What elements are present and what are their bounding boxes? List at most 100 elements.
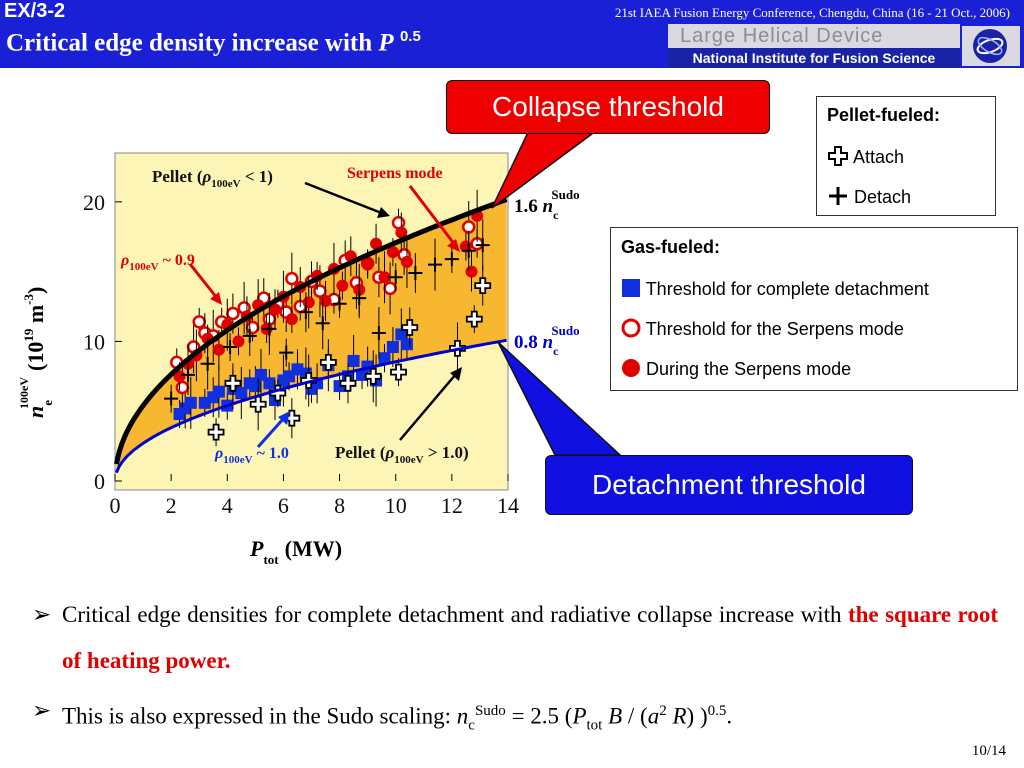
data-point-square (386, 341, 399, 354)
bullet-2-n: n (456, 703, 469, 729)
data-point-square (395, 328, 408, 341)
data-point-plus (279, 345, 294, 360)
data-point-circle (319, 294, 332, 307)
bullet-2-nsup: Sudo (474, 703, 506, 719)
data-point-square (378, 352, 391, 365)
data-point-square (263, 377, 276, 390)
x-tick-label: 12 (441, 493, 463, 518)
data-point-plus (315, 316, 330, 331)
y-tick-label: 0 (94, 469, 105, 494)
data-point-open-plus (390, 363, 407, 381)
data-point-open-circle (285, 271, 299, 286)
bullet-2-text: This is also expressed in the Sudo scali… (62, 703, 457, 729)
gas-legend: Gas-fueled: Threshold for complete detac… (610, 227, 1018, 391)
y-tick-label: 10 (83, 329, 105, 354)
blue-square-icon (622, 279, 640, 297)
data-point-plus (408, 266, 423, 281)
data-point-plus (428, 257, 443, 272)
filled-circle-icon (622, 359, 640, 377)
data-point-square (400, 338, 413, 351)
x-tick-label: 2 (166, 493, 177, 518)
data-point-circle (386, 246, 399, 259)
plus-icon (829, 187, 847, 205)
data-point-open-circle (313, 284, 327, 298)
data-point-plus (223, 340, 238, 355)
x-tick-label: 10 (385, 493, 407, 518)
data-point-plus (242, 328, 257, 343)
bullet-list: ➢ Critical edge densities for complete d… (32, 592, 998, 742)
data-point-plus (332, 296, 347, 311)
data-point-plus (180, 367, 195, 382)
bullet-2-asup: 2 (659, 703, 667, 719)
slide-id: EX/3-2 (4, 0, 66, 22)
label-0p8-sudo: 0.8 ncSudo (514, 323, 580, 358)
data-point-open-plus (207, 423, 225, 441)
data-point-circle (269, 303, 282, 316)
legend-during-serpens: During the Serpens mode (621, 358, 851, 380)
x-tick-label: 6 (278, 493, 289, 518)
pellet-legend-title: Pellet-fueled: (827, 105, 941, 125)
data-point-open-circle (245, 320, 260, 335)
annotation-arrows (188, 181, 462, 449)
x-tick-label: 4 (222, 493, 233, 518)
legend-detach-label: Detach (854, 187, 912, 207)
bullet-2-slash: / ( (622, 703, 648, 729)
data-point-plus (371, 326, 386, 341)
data-point-open-circle (192, 315, 206, 329)
legend-during-serpens-label: During the Serpens mode (646, 359, 852, 379)
data-point-circle (361, 258, 374, 271)
x-tick-label: 0 (110, 493, 121, 518)
bullet-2-nsub: c (468, 717, 475, 734)
logo-line1: Large Helical Device (680, 25, 884, 47)
data-point-open-plus (339, 374, 357, 392)
data-point-open-plus (465, 310, 483, 328)
data-point-plus (262, 321, 277, 336)
nifs-emblem-icon (962, 26, 1020, 66)
slide-title-var: P (378, 29, 394, 57)
data-point-plus (298, 305, 313, 320)
data-point-square (184, 396, 197, 409)
data-point-plus (475, 238, 490, 253)
legend-complete-detachment-label: Threshold for complete detachment (645, 279, 929, 299)
curve-1p6-sudo (113, 197, 508, 465)
lhd-logo: Large Helical Device National Institute … (668, 24, 960, 68)
annot-serpens: Serpens mode (347, 165, 443, 182)
data-point-open-plus (474, 277, 492, 294)
gas-legend-title: Gas-fueled: (621, 237, 721, 257)
detachment-callout-tail (497, 341, 622, 456)
bullet-1-text: Critical edge densities for complete det… (62, 602, 848, 627)
bullet-2-end: . (726, 703, 733, 729)
legend-serpens-threshold: Threshold for the Serpens mode (621, 318, 904, 340)
data-point-open-circle (383, 281, 397, 296)
legend-detach: Detach (827, 185, 911, 208)
logo-line2: National Institute for Fusion Science (668, 48, 960, 68)
bullet-2-P: P (572, 703, 587, 729)
annot-rho-09: ρ100eV ~ 0.9 (120, 252, 195, 273)
data-point-open-plus (364, 367, 382, 385)
open-plus-icon (828, 146, 848, 166)
data-point-plus (444, 252, 459, 267)
bullet-2-R: R (666, 703, 687, 729)
legend-attach: Attach (827, 145, 904, 168)
data-point-open-plus (401, 319, 419, 336)
data-point-open-plus (224, 374, 242, 392)
slide-title: Critical edge density increase with P 0.… (6, 28, 421, 57)
bullet-arrow-icon: ➢ (32, 698, 52, 723)
data-point-circle (232, 335, 245, 348)
data-point-square (212, 385, 225, 398)
bullet-1-highlight: the square root of heating power. (62, 602, 998, 673)
data-point-circle (370, 237, 383, 250)
bullet-2: ➢ This is also expressed in the Sudo sca… (32, 694, 998, 742)
x-tick-label: 14 (497, 493, 519, 518)
open-circle-icon (621, 318, 641, 338)
data-point-plus (200, 356, 215, 371)
conference-label: 21st IAEA Fusion Energy Conference, Chen… (614, 5, 1010, 20)
x-tick-label: 8 (334, 493, 345, 518)
slide-title-text: Critical edge density increase with (6, 29, 379, 57)
bullet-arrow-icon: ➢ (32, 602, 52, 627)
slide-title-exp: 0.5 (399, 28, 421, 45)
data-point-open-circle (391, 216, 406, 230)
data-point-circle (173, 370, 186, 383)
data-point-circle (285, 313, 298, 326)
data-point-circle (400, 255, 413, 268)
